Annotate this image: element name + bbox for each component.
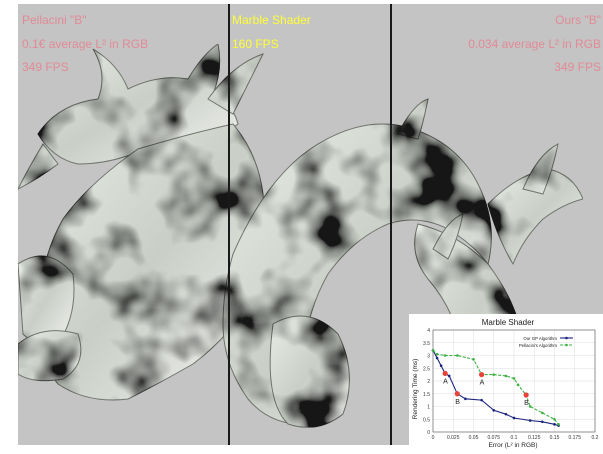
annotation-marker xyxy=(479,372,485,378)
y-tick-label: 0.5 xyxy=(423,417,430,423)
annotation-label: B xyxy=(455,399,460,406)
series-point-1 xyxy=(516,383,520,387)
legend-label-0: Our GP Algorithm xyxy=(523,336,557,341)
dragon-whisker xyxy=(18,143,59,190)
dragon-hind-leg xyxy=(269,315,350,428)
series-point-1 xyxy=(431,349,435,352)
y-tick-label: 3 xyxy=(427,354,430,360)
left-panel-error: 0.1€ average L² in RGB xyxy=(22,37,149,51)
series-point-0 xyxy=(504,412,508,416)
marble-shader-chart: Marble Shader Rendering Time (ms) Error … xyxy=(409,314,603,449)
chart-y-axis-label: Rendering Time (ms) xyxy=(412,359,419,420)
right-panel-fps: 349 FPS xyxy=(554,60,601,74)
y-tick-label: 3.5 xyxy=(423,341,430,347)
chart-title: Marble Shader xyxy=(482,318,535,327)
series-point-1 xyxy=(553,417,556,421)
series-point-0 xyxy=(464,397,467,401)
left-panel-fps: 349 FPS xyxy=(22,60,69,74)
dragon-spine-spike xyxy=(397,98,429,140)
y-tick-label: 1.5 xyxy=(423,392,430,398)
series-point-0 xyxy=(447,374,451,378)
rendering-comparison-image: Pellacini "B" 0.1€ average L² in RGB 349… xyxy=(18,4,603,445)
right-panel-error: 0.034 average L² in RGB xyxy=(468,37,601,51)
x-tick-label: 0.2 xyxy=(592,435,599,441)
annotation-label: A xyxy=(443,378,448,385)
series-line-0 xyxy=(432,350,559,427)
series-point-0 xyxy=(553,423,556,426)
x-tick-label: 0.175 xyxy=(568,435,581,441)
chart-svg: Marble Shader Rendering Time (ms) Error … xyxy=(412,318,599,449)
series-point-0 xyxy=(439,364,443,367)
series-point-1 xyxy=(456,354,459,357)
legend-marker-0 xyxy=(565,336,568,340)
dragon-spine-spike xyxy=(522,143,559,195)
marble-dragon-render xyxy=(18,43,584,428)
series-point-0 xyxy=(480,398,483,402)
series-point-0 xyxy=(541,420,544,424)
dragon-claw xyxy=(18,330,82,382)
series-point-0 xyxy=(435,356,439,360)
series-point-1 xyxy=(472,358,475,361)
annotation-label: A xyxy=(480,380,485,387)
legend-label-1: Pellacini's Algorithm xyxy=(519,343,557,348)
annotation-marker xyxy=(442,370,448,376)
legend-marker-1 xyxy=(565,343,568,347)
annotation-marker xyxy=(523,392,529,398)
x-tick-label: 0.025 xyxy=(447,435,460,441)
series-line-1 xyxy=(432,349,559,425)
series-point-1 xyxy=(528,405,532,408)
x-tick-label: 0 xyxy=(432,435,435,441)
annotation-marker xyxy=(454,391,460,397)
dragon-horn xyxy=(207,53,264,115)
series-point-1 xyxy=(541,411,544,415)
x-tick-label: 0.05 xyxy=(469,435,479,441)
x-tick-label: 0.125 xyxy=(528,435,541,441)
panel-divider-left xyxy=(228,4,230,445)
panel-divider-right xyxy=(390,4,392,445)
y-tick-label: 2.5 xyxy=(423,366,430,372)
series-point-1 xyxy=(557,423,560,426)
series-point-1 xyxy=(492,373,496,376)
chart-x-axis-label: Error (L² in RGB) xyxy=(488,442,537,449)
x-tick-label: 0.1 xyxy=(511,435,518,441)
left-panel-title: Pellacini "B" xyxy=(22,13,87,27)
y-tick-label: 4 xyxy=(427,328,430,334)
y-tick-label: 2 xyxy=(427,379,430,385)
right-panel-title: Ours "B" xyxy=(555,13,601,27)
series-point-1 xyxy=(504,374,508,378)
series-point-0 xyxy=(528,419,532,422)
y-tick-label: 1 xyxy=(427,405,430,411)
annotation-label: B xyxy=(524,400,529,407)
series-point-1 xyxy=(512,377,516,380)
series-point-1 xyxy=(435,352,439,356)
series-point-0 xyxy=(492,409,496,412)
series-point-0 xyxy=(512,416,516,420)
series-point-1 xyxy=(443,354,447,357)
dragon-neck xyxy=(36,123,265,401)
middle-panel-title: Marble Shader xyxy=(232,13,311,27)
plot-frame xyxy=(432,329,596,433)
y-tick-label: 0 xyxy=(427,430,430,436)
x-tick-label: 0.15 xyxy=(550,435,560,441)
middle-panel-fps: 160 FPS xyxy=(232,37,279,51)
x-tick-label: 0.075 xyxy=(487,435,500,441)
dragon-spine-spike xyxy=(432,213,464,260)
